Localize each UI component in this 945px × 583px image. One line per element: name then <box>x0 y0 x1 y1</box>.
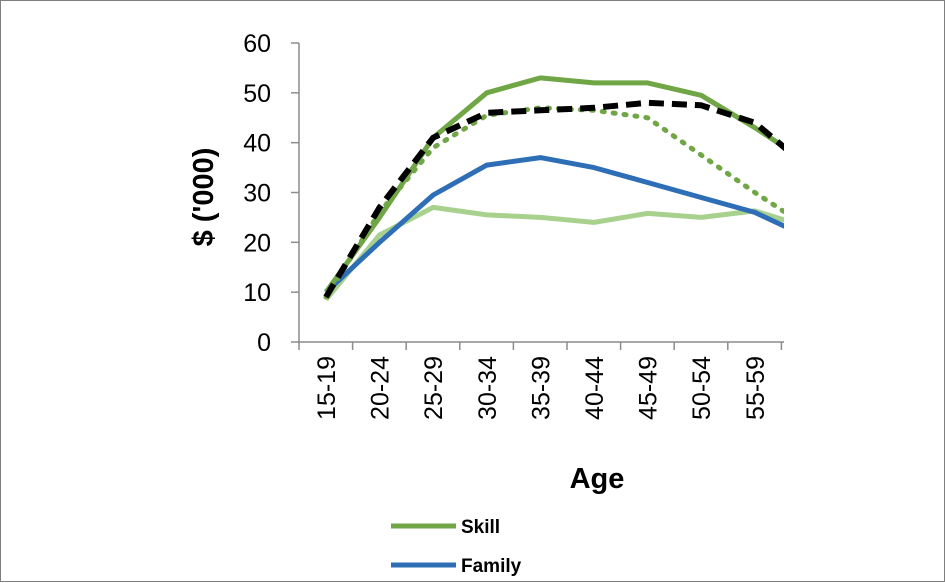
y-tick-label: 60 <box>243 30 271 58</box>
series-line-2 <box>324 204 784 302</box>
y-axis-ticks: 0 10 20 30 40 50 60 <box>243 30 299 357</box>
legend: Skill Family <box>391 517 522 577</box>
y-tick-label: 0 <box>257 329 271 357</box>
y-tick-label: 20 <box>243 229 271 257</box>
x-tick-label: 40-44 <box>581 356 609 420</box>
x-tick-label: 50-54 <box>688 356 716 420</box>
x-tick-label: 15-19 <box>313 356 341 420</box>
x-tick-label: 45-49 <box>635 356 663 420</box>
y-tick-label: 10 <box>243 279 271 307</box>
x-tick-label: 30-34 <box>474 356 502 420</box>
x-tick-label: 20-24 <box>367 356 395 420</box>
y-tick-label: 40 <box>243 130 271 158</box>
x-tick-label: 35-39 <box>527 356 555 420</box>
series-line-3 <box>323 105 784 300</box>
y-tick-label: 50 <box>243 80 271 108</box>
y-axis-title: $ ('000) <box>188 148 220 247</box>
series-line-4 <box>323 99 784 299</box>
series-line-1 <box>324 155 784 295</box>
x-axis-ticks: 15-19 20-24 25-29 30-34 35-39 40-44 45-49 50-54… <box>298 342 783 420</box>
x-axis-title: Age <box>570 463 625 495</box>
x-tick-label: 25-29 <box>420 356 448 420</box>
legend-label: Skill <box>461 517 500 538</box>
legend-label: Family <box>461 556 522 577</box>
series-layer <box>323 75 784 302</box>
x-tick-label: 55-59 <box>742 356 770 420</box>
y-tick-label: 30 <box>243 180 271 208</box>
